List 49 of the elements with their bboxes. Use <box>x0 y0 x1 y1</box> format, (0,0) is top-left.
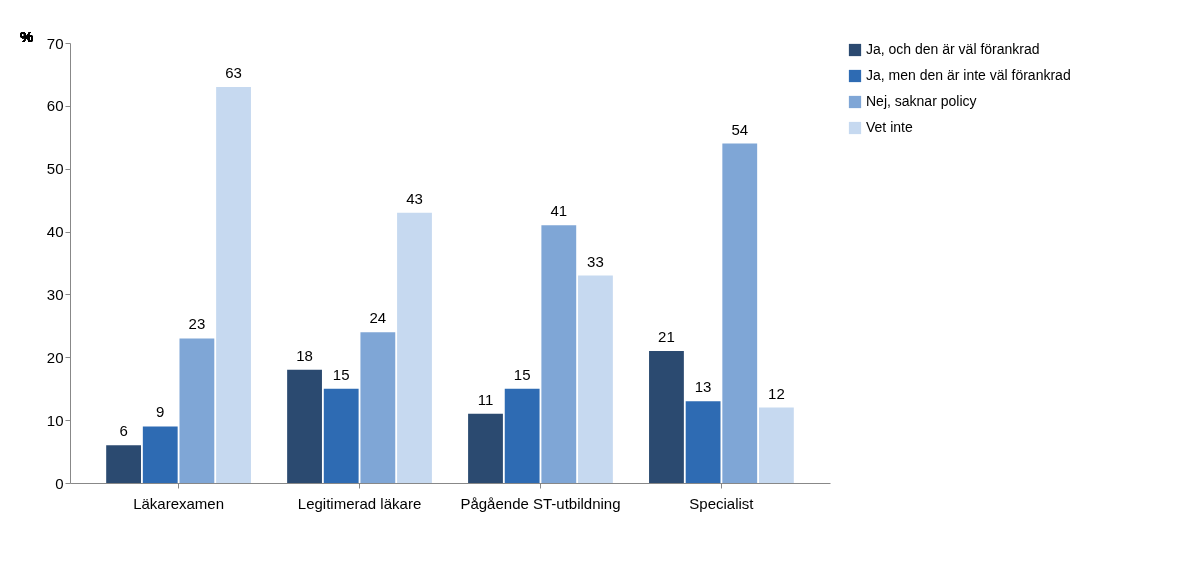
data-label: 12 <box>768 384 785 402</box>
x-tick-label: Läkarexamen <box>133 494 225 512</box>
bar <box>397 212 432 483</box>
data-label: 15 <box>513 365 531 383</box>
y-tick-label: 20 <box>46 348 64 366</box>
data-label: 54 <box>731 120 749 138</box>
bar <box>142 426 178 483</box>
bar <box>468 413 503 483</box>
data-label: 6 <box>119 422 128 440</box>
y-tick-label: 30 <box>46 285 64 303</box>
data-label: 15 <box>332 365 350 383</box>
bar <box>360 332 396 483</box>
bar <box>685 401 721 483</box>
data-label: 21 <box>658 328 675 345</box>
bar <box>578 275 613 483</box>
bar <box>541 225 577 483</box>
bar <box>758 407 794 483</box>
y-tick-label: 60 <box>46 97 64 115</box>
bar <box>106 445 142 483</box>
bar <box>504 388 540 483</box>
legend-label: Nej, saknar policy <box>866 93 977 109</box>
data-label: 63 <box>225 64 242 81</box>
y-tick-label: 40 <box>46 223 64 241</box>
data-label: 9 <box>156 403 165 421</box>
data-label: 43 <box>406 189 423 207</box>
x-tick-label: Pågående ST-utbildning <box>460 494 621 512</box>
bar <box>216 87 251 483</box>
bar <box>649 351 684 483</box>
data-label: 23 <box>188 315 206 333</box>
data-label: 13 <box>694 378 712 396</box>
data-label: 11 <box>477 390 494 408</box>
legend-label: Ja, men den är inte väl förankrad <box>866 67 1071 83</box>
x-tick-label: Specialist <box>689 494 755 512</box>
data-label: 41 <box>550 202 568 220</box>
data-label: 18 <box>296 346 313 364</box>
data-label: 24 <box>369 309 387 327</box>
x-tick-label: Legitimerad läkare <box>297 494 422 512</box>
y-tick-label: 0 <box>55 474 64 492</box>
bar <box>287 369 322 483</box>
y-axis-title: % <box>20 28 34 45</box>
bar <box>323 388 359 483</box>
data-label: 33 <box>587 252 604 270</box>
y-tick-label: 50 <box>46 160 64 178</box>
bar <box>722 143 758 483</box>
legend-label: Ja, och den är väl förankrad <box>866 41 1040 57</box>
y-tick-label: 70 <box>46 34 64 52</box>
y-tick-label: 10 <box>46 411 64 429</box>
bar <box>179 338 215 483</box>
legend-label: Vet inte <box>866 119 913 135</box>
